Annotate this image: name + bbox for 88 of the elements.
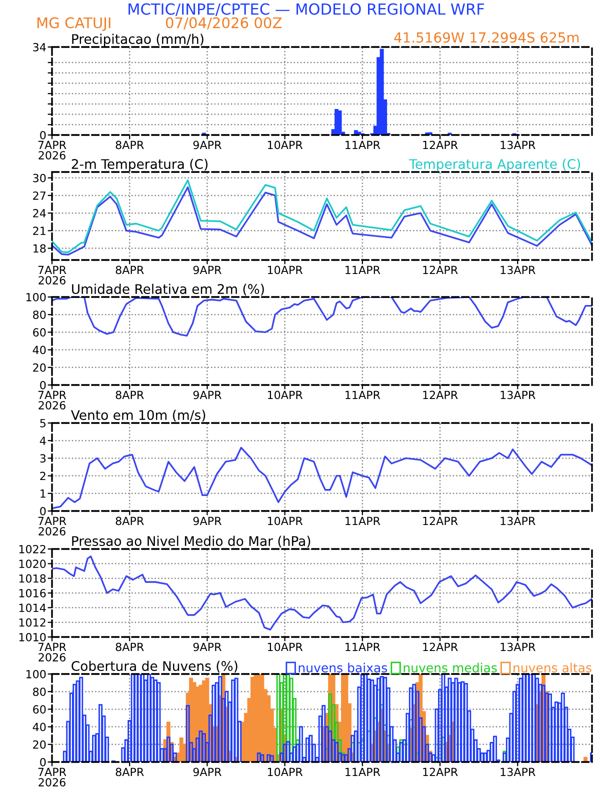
x-tick-label: 8APR <box>116 516 144 526</box>
x-tick-label: 11APR <box>346 516 380 525</box>
y-tick-label: 21 <box>33 226 46 235</box>
x-tick-label: 7APR 2026 <box>38 390 66 410</box>
x-tick-label: 11APR <box>346 768 380 776</box>
y-tick-label: 1012 <box>19 618 46 627</box>
chart-title: Cobertura de Nuvens (%) <box>72 660 238 673</box>
chart-title: Precipitacao (mm/h) <box>72 34 204 47</box>
x-tick-label: 9APR <box>193 642 222 652</box>
x-tick-label: 11APR <box>346 642 380 651</box>
y-tick-label: 1014 <box>19 604 46 612</box>
x-tick-label: 10APR <box>268 768 303 776</box>
y-tick-label: 1 <box>40 490 46 498</box>
y-tick-label: 4 <box>40 436 46 445</box>
text: Temperatura Aparente (C) <box>409 158 580 172</box>
x-tick-label: 7APR 2026 <box>38 266 66 284</box>
y-tick-label: 1018 <box>19 574 46 583</box>
text: MCTIC/INPE/CPTEC — MODELO REGIONAL WRF <box>128 3 484 16</box>
x-tick-label: 11APR <box>346 390 380 399</box>
y-tick-label: 60 <box>33 328 46 337</box>
x-tick-label: 13APR <box>500 768 536 776</box>
x-tick-label: 9APR <box>193 768 222 776</box>
x-tick-label: 13APR <box>500 140 536 150</box>
x-tick-label: 9APR <box>193 140 222 150</box>
x-tick-label: 12APR <box>423 390 458 399</box>
x-tick-label: 7APR 2026 <box>38 768 66 786</box>
y-tick-label: 40 <box>32 346 46 354</box>
chart-title: Pressao ao Nivel Medio do Mar (hPa) <box>72 536 310 548</box>
chart-title: Umidade Relativa em 2m (%) <box>72 284 264 296</box>
text: MG CATUJI <box>37 17 110 31</box>
x-tick-label: 7APR 2026 <box>38 642 66 662</box>
y-tick-label: 27 <box>33 191 46 200</box>
x-tick-label: 10APR <box>268 266 303 274</box>
y-tick-label: 0 <box>40 130 46 140</box>
x-tick-label: 12APR <box>423 140 458 149</box>
y-tick-label: 30 <box>33 174 46 182</box>
x-tick-label: 12APR <box>423 266 458 274</box>
y-tick-label: 24 <box>33 209 46 218</box>
text: 41.5169W 17.2994S 625m <box>394 32 579 43</box>
y-tick-label: 1010 <box>19 632 46 642</box>
chart-title: 2-m Temperatura (C) <box>72 158 208 172</box>
y-tick-label: 34 <box>33 42 46 52</box>
x-tick-label: 7APR 2026 <box>38 140 66 160</box>
x-tick-label: 12APR <box>423 642 458 651</box>
x-tick-label: 9APR <box>193 516 222 526</box>
y-tick-label: 0 <box>40 758 46 766</box>
x-tick-label: 10APR <box>268 140 303 150</box>
x-tick-label: 8APR <box>116 768 144 776</box>
y-tick-label: 1016 <box>19 588 46 598</box>
y-tick-label: 20 <box>33 363 46 372</box>
x-tick-label: 8APR <box>116 140 144 150</box>
x-tick-label: 10APR <box>268 390 303 400</box>
y-tick-label: 80 <box>33 310 46 319</box>
x-tick-label: 13APR <box>500 516 536 526</box>
x-tick-label: 12APR <box>423 768 458 776</box>
y-tick-label: 100 <box>26 670 46 678</box>
y-tick-label: 3 <box>40 454 46 463</box>
y-tick-label: 80 <box>33 688 46 696</box>
y-tick-label: 5 <box>40 419 46 428</box>
x-tick-label: 11APR <box>346 266 380 274</box>
legend-label: nuvens baixas <box>298 662 388 672</box>
y-tick-label: 100 <box>26 292 46 302</box>
text: 07/04/2026 00Z <box>166 17 282 30</box>
legend-label: nuvens medias <box>404 662 497 672</box>
x-tick-label: 8APR <box>116 390 144 400</box>
y-tick-label: 20 <box>33 740 46 749</box>
x-tick-label: 10APR <box>268 516 303 526</box>
y-tick-label: 1020 <box>19 560 46 568</box>
y-tick-label: 40 <box>32 722 46 732</box>
y-tick-label: 0 <box>40 506 46 516</box>
y-tick-label: 0 <box>40 380 46 390</box>
x-tick-label: 12APR <box>423 516 458 525</box>
x-tick-label: 10APR <box>268 642 303 652</box>
x-tick-label: 9APR <box>193 266 222 274</box>
x-tick-label: 11APR <box>346 140 380 149</box>
x-tick-label: 8APR <box>116 642 144 652</box>
x-tick-label: 7APR 2026 <box>38 516 66 536</box>
y-tick-label: 2 <box>40 472 46 480</box>
x-tick-label: 13APR <box>500 642 536 652</box>
chart-title: Vento em 10m (m/s) <box>71 410 206 422</box>
y-tick-label: 18 <box>34 244 46 253</box>
x-tick-label: 8APR <box>116 266 144 274</box>
y-tick-label: 60 <box>33 705 46 714</box>
x-tick-label: 9APR <box>193 390 222 400</box>
y-tick-label: 1022 <box>19 544 46 554</box>
legend-label: nuvens altas <box>514 662 592 672</box>
x-tick-label: 13APR <box>500 390 536 400</box>
x-tick-label: 13APR <box>500 266 536 274</box>
